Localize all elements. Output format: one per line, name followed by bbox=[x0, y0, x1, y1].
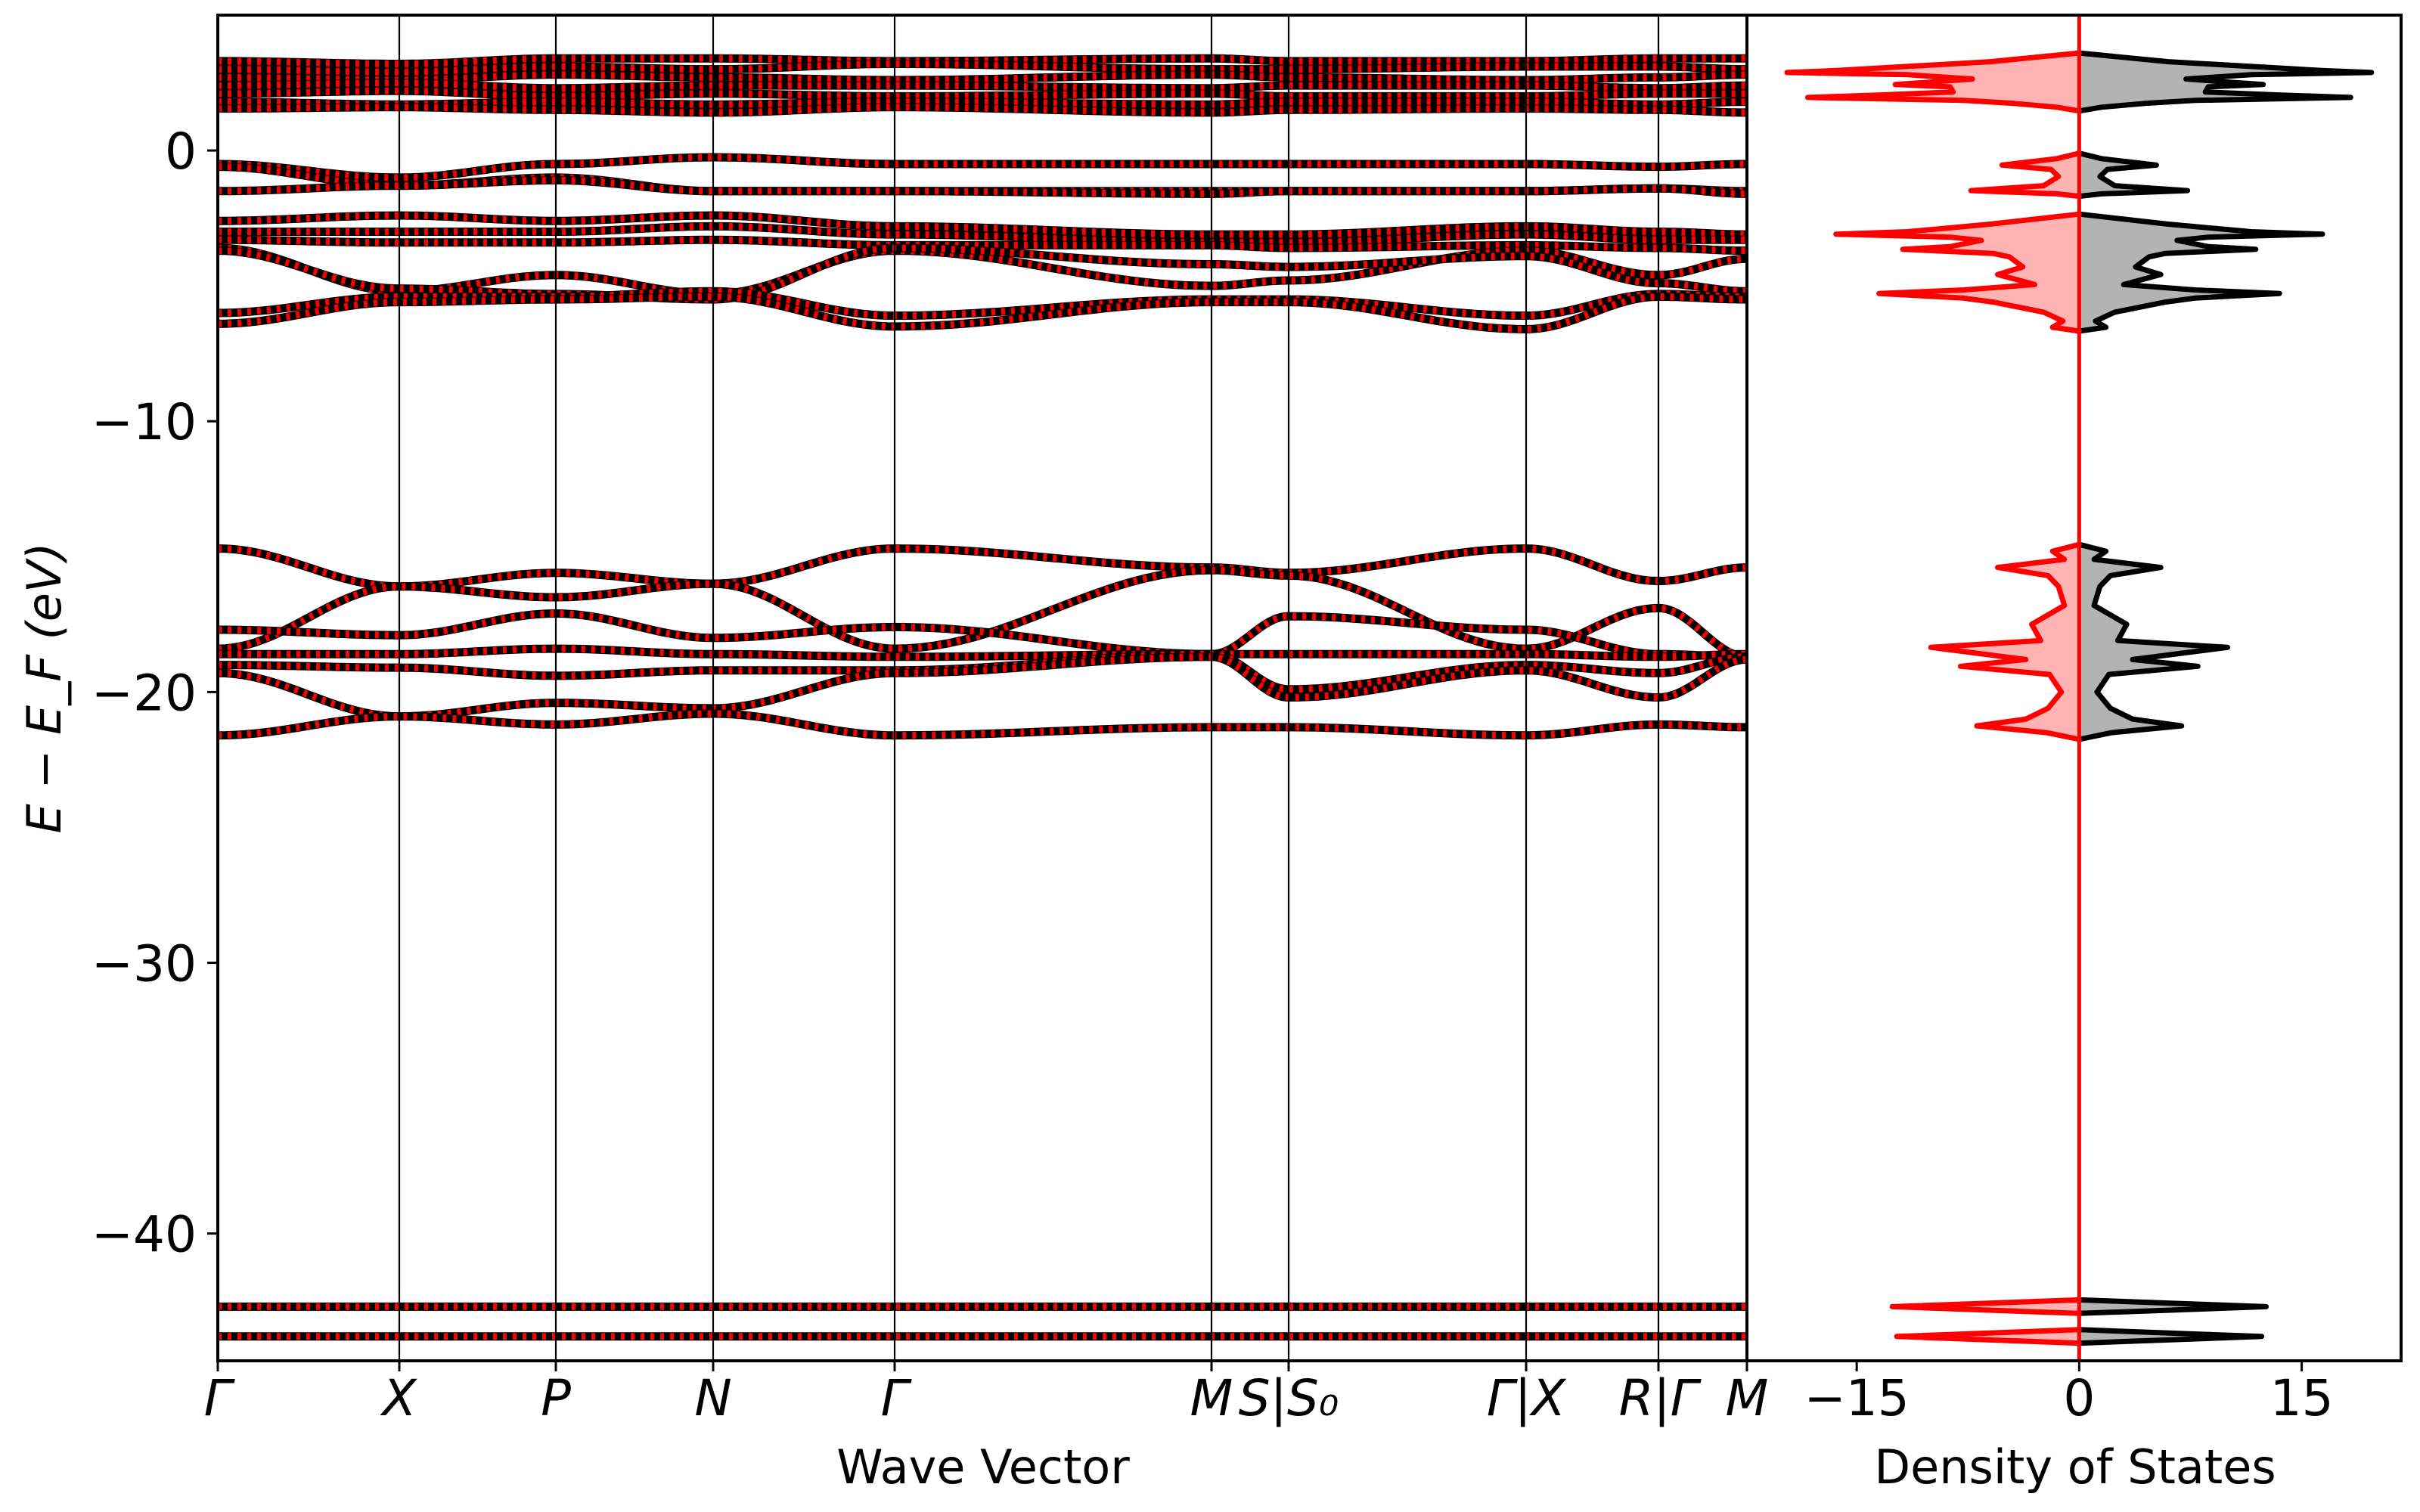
kpoint-label: X bbox=[380, 1369, 417, 1427]
dos-x-axis-title: Density of States bbox=[1874, 1439, 2276, 1495]
dos-line-spin-down-2 bbox=[1833, 211, 2082, 334]
kpoint-label: Γ|X bbox=[1487, 1369, 1567, 1427]
kpoint-label: P bbox=[541, 1369, 571, 1427]
dos-fill-spin-down-2 bbox=[1835, 214, 2080, 331]
dos-line-spin-up-5 bbox=[2076, 1327, 2265, 1346]
band-line-spin-down-13 bbox=[217, 244, 1748, 298]
dos-fill-spin-up-1 bbox=[2079, 153, 2188, 197]
kpoint-label: Γ bbox=[881, 1369, 913, 1427]
dos-line-spin-up-2 bbox=[2076, 211, 2325, 334]
dos-line-spin-down-4 bbox=[1889, 1297, 2082, 1316]
band-line-spin-down-17 bbox=[217, 545, 1748, 590]
dos-line-spin-down-5 bbox=[1894, 1327, 2082, 1346]
band-line-spin-up-5 bbox=[218, 98, 1747, 109]
band-line-spin-down-14 bbox=[217, 244, 1747, 303]
dos-fill-spin-down-1 bbox=[1971, 153, 2080, 197]
band-line-spin-up-0 bbox=[218, 54, 1747, 68]
band-line-spin-up-20 bbox=[218, 644, 1747, 662]
band-line-spin-down-22 bbox=[217, 653, 1748, 720]
band-line-spin-down-11 bbox=[218, 222, 1747, 246]
band-line-spin-down-7 bbox=[217, 153, 1747, 181]
y-tick-label: −10 bbox=[92, 393, 197, 451]
band-line-spin-down-15 bbox=[217, 287, 1747, 319]
dos-axes-frame bbox=[1745, 14, 2403, 1362]
band-line-spin-down-23 bbox=[217, 710, 1747, 739]
kpoint-label: Γ bbox=[204, 1369, 236, 1427]
band-line-spin-down-9 bbox=[218, 177, 1748, 197]
band-line-spin-down-18 bbox=[217, 566, 1748, 661]
band-line-spin-up-19 bbox=[218, 609, 1747, 662]
dos-fill-spin-up-2 bbox=[2079, 214, 2322, 331]
dos-x-tick-label: −15 bbox=[1804, 1369, 1909, 1427]
x-axis-title: Wave Vector bbox=[836, 1439, 1130, 1495]
y-tick-label: −40 bbox=[92, 1206, 197, 1264]
dos-line-spin-up-1 bbox=[2076, 150, 2191, 200]
band-line-spin-up-6 bbox=[218, 103, 1747, 117]
band-line-spin-up-17 bbox=[217, 544, 1748, 591]
kpoint-label: M bbox=[1726, 1369, 1769, 1427]
y-axis-ticks: 0 −10 −20 −30 −40 bbox=[92, 122, 218, 1264]
dos-line-spin-down-3 bbox=[1928, 541, 2082, 742]
band-line-spin-up-4 bbox=[217, 86, 1747, 101]
dos-line-spin-down-0 bbox=[1784, 50, 2082, 114]
kpoint-label: N bbox=[694, 1369, 731, 1427]
band-lines bbox=[217, 54, 1748, 1341]
dos-line-spin-up-0 bbox=[2076, 50, 2375, 114]
kpoint-label: M bbox=[1190, 1369, 1233, 1427]
y-tick-label: −20 bbox=[92, 664, 197, 722]
dos-x-tick-label: 15 bbox=[2270, 1369, 2334, 1427]
band-line-spin-up-2 bbox=[218, 70, 1747, 85]
y-axis-title: E − E_F (eV) bbox=[17, 542, 72, 833]
kpoint-label: R|Γ bbox=[1619, 1369, 1702, 1427]
dos-line-spin-up-3 bbox=[2076, 541, 2230, 742]
band-structure-panel: 0−10−20−30−40 Γ X P N Γ M S|S₀ Γ|X R|Γ M Wave Vec… bbox=[17, 14, 1769, 1495]
band-line-spin-up-1 bbox=[218, 60, 1747, 76]
band-line-spin-up-12 bbox=[218, 235, 1747, 256]
dos-line-spin-up-4 bbox=[2076, 1297, 2269, 1316]
dos-x-tick-label: 0 bbox=[2063, 1369, 2095, 1427]
dos-curves bbox=[1784, 50, 2375, 1346]
y-tick-label: 0 bbox=[165, 122, 197, 181]
kpoint-label: S|S₀ bbox=[1239, 1369, 1339, 1427]
high-symmetry-lines bbox=[398, 15, 1660, 1361]
x-axis-kpoint-labels: Γ X P N Γ M S|S₀ Γ|X R|Γ M bbox=[204, 1361, 1769, 1427]
band-line-spin-up-3 bbox=[218, 78, 1747, 93]
band-line-spin-up-16 bbox=[217, 293, 1748, 334]
dos-fill-spin-up-3 bbox=[2079, 544, 2228, 739]
dos-panel: −15 0 15 Density of States bbox=[1745, 14, 2403, 1495]
dos-fill-spin-down-3 bbox=[1931, 544, 2080, 739]
dos-line-spin-down-1 bbox=[1968, 150, 2082, 200]
band-line-spin-down-10 bbox=[218, 212, 1747, 238]
dos-x-axis-ticks: −15 0 15 bbox=[1804, 1361, 2334, 1427]
y-tick-label: −30 bbox=[92, 935, 197, 993]
